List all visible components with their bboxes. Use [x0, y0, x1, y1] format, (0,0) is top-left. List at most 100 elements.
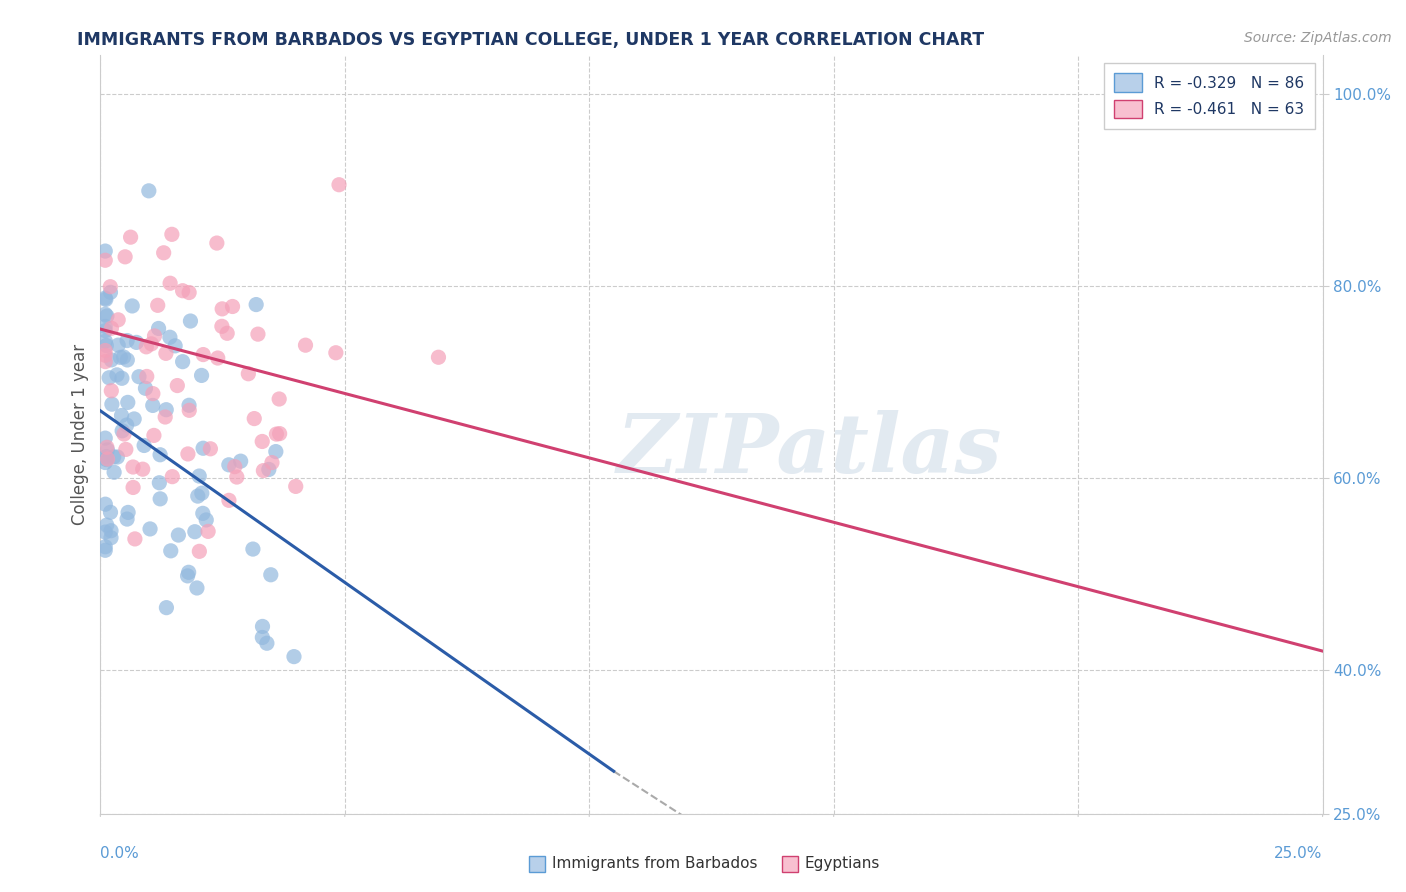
Point	[115, 334, 138, 348]
Point	[221, 300, 243, 314]
Legend: R = -0.329   N = 86, R = -0.461   N = 63: R = -0.329 N = 86, R = -0.461 N = 63	[1104, 62, 1315, 129]
Point	[211, 301, 233, 316]
Text: 0.0%: 0.0%	[100, 846, 139, 861]
Point	[197, 524, 219, 539]
Point	[134, 438, 156, 452]
Text: Immigrants from Barbados: Immigrants from Barbados	[551, 856, 758, 871]
Point	[103, 450, 125, 464]
Point	[243, 411, 266, 425]
Point	[149, 448, 172, 462]
Point	[294, 338, 316, 352]
Point	[217, 326, 239, 341]
Point	[122, 480, 145, 494]
Point	[96, 309, 118, 323]
Point	[134, 381, 156, 395]
Point	[94, 456, 117, 470]
Point	[135, 369, 157, 384]
Point	[246, 327, 269, 342]
Point	[100, 531, 122, 545]
Point	[205, 235, 228, 250]
Point	[94, 334, 117, 348]
Point	[94, 431, 117, 445]
Point	[155, 346, 177, 360]
Point	[160, 227, 183, 242]
Text: ZIPatlas: ZIPatlas	[616, 410, 1002, 490]
Point	[166, 378, 188, 392]
Y-axis label: College, Under 1 year: College, Under 1 year	[72, 344, 89, 525]
Point	[94, 324, 117, 338]
Point	[152, 245, 174, 260]
Text: IMMIGRANTS FROM BARBADOS VS EGYPTIAN COLLEGE, UNDER 1 YEAR CORRELATION CHART: IMMIGRANTS FROM BARBADOS VS EGYPTIAN COL…	[77, 31, 984, 49]
Point	[115, 442, 138, 457]
Point	[97, 452, 120, 467]
Point	[105, 368, 128, 382]
Point	[188, 544, 211, 558]
Point	[283, 649, 305, 664]
Point	[94, 540, 117, 554]
Point	[155, 402, 177, 417]
Point	[138, 184, 160, 198]
Point	[110, 351, 132, 365]
Point	[142, 399, 165, 413]
Point	[245, 297, 267, 311]
Point	[105, 450, 128, 464]
Point	[328, 178, 350, 192]
Point	[96, 450, 118, 464]
Point	[218, 458, 240, 472]
Point	[100, 321, 122, 335]
Point	[112, 350, 135, 364]
Point	[242, 542, 264, 557]
Point	[284, 479, 307, 493]
Point	[117, 353, 139, 368]
Point	[94, 348, 117, 362]
Point	[155, 600, 177, 615]
Point	[172, 354, 194, 368]
Point	[218, 493, 240, 508]
Point	[100, 384, 122, 398]
Point	[186, 581, 208, 595]
Point	[179, 314, 201, 328]
Point	[179, 285, 201, 300]
Point	[98, 279, 121, 293]
Point	[100, 285, 122, 300]
Point	[142, 386, 165, 401]
Point	[94, 497, 117, 511]
Point	[115, 418, 138, 433]
Point	[107, 338, 129, 352]
Point	[96, 452, 118, 467]
Point	[427, 351, 450, 365]
Point	[98, 370, 121, 384]
Point	[257, 462, 280, 476]
Point	[256, 636, 278, 650]
Point	[94, 343, 117, 358]
Point	[165, 339, 187, 353]
Point	[177, 447, 200, 461]
Point	[148, 475, 170, 490]
Point	[115, 512, 138, 526]
Point	[191, 442, 214, 456]
Point	[96, 440, 118, 454]
Point	[190, 368, 212, 383]
Point	[94, 543, 117, 558]
Point	[149, 491, 172, 506]
Point	[111, 371, 134, 385]
Point	[100, 524, 122, 538]
Point	[266, 427, 288, 442]
Point	[94, 319, 117, 334]
Point	[107, 313, 129, 327]
Point	[135, 340, 157, 354]
Point	[159, 330, 181, 344]
Point	[111, 424, 134, 438]
Point	[101, 397, 124, 411]
Point	[177, 566, 200, 580]
Point	[120, 230, 142, 244]
Point	[211, 319, 233, 334]
Point	[191, 486, 214, 500]
Point	[94, 244, 117, 258]
Point	[96, 518, 118, 533]
Point	[94, 354, 117, 368]
Point	[187, 489, 209, 503]
Point	[260, 567, 283, 582]
Point	[94, 253, 117, 268]
Point	[94, 293, 117, 307]
